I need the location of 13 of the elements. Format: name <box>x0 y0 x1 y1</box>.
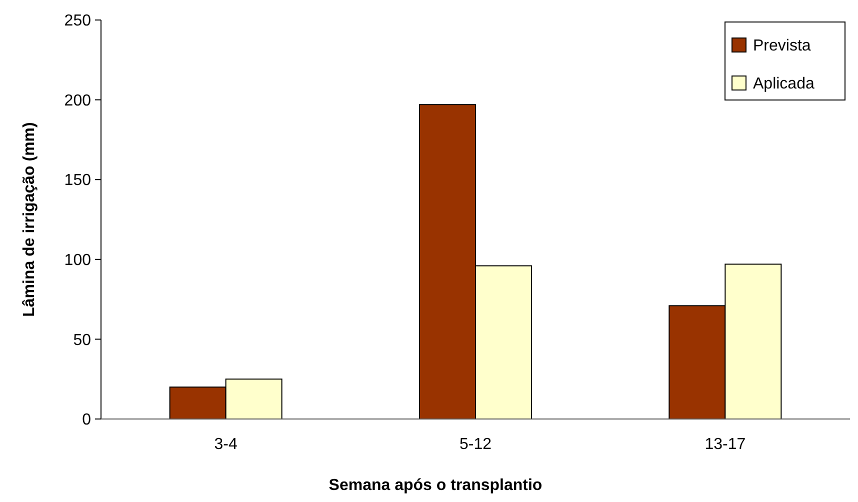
x-tick-label: 5-12 <box>459 436 492 453</box>
y-tick-label: 50 <box>73 332 92 349</box>
x-axis-title: Semana após o transplantio <box>328 477 542 494</box>
x-tick-label: 13-17 <box>704 436 746 453</box>
y-tick-label: 100 <box>64 252 92 269</box>
y-tick-label: 150 <box>64 172 92 190</box>
x-tick-label: 3-4 <box>214 436 238 453</box>
legend-label: Prevista <box>753 38 811 55</box>
legend-label: Aplicada <box>753 76 814 93</box>
y-axis-title: Lâmina de irrigação (mm) <box>21 122 38 317</box>
y-tick-label: 200 <box>64 92 92 110</box>
y-tick-label: 0 <box>82 412 92 429</box>
y-tick-label: 250 <box>64 12 92 30</box>
